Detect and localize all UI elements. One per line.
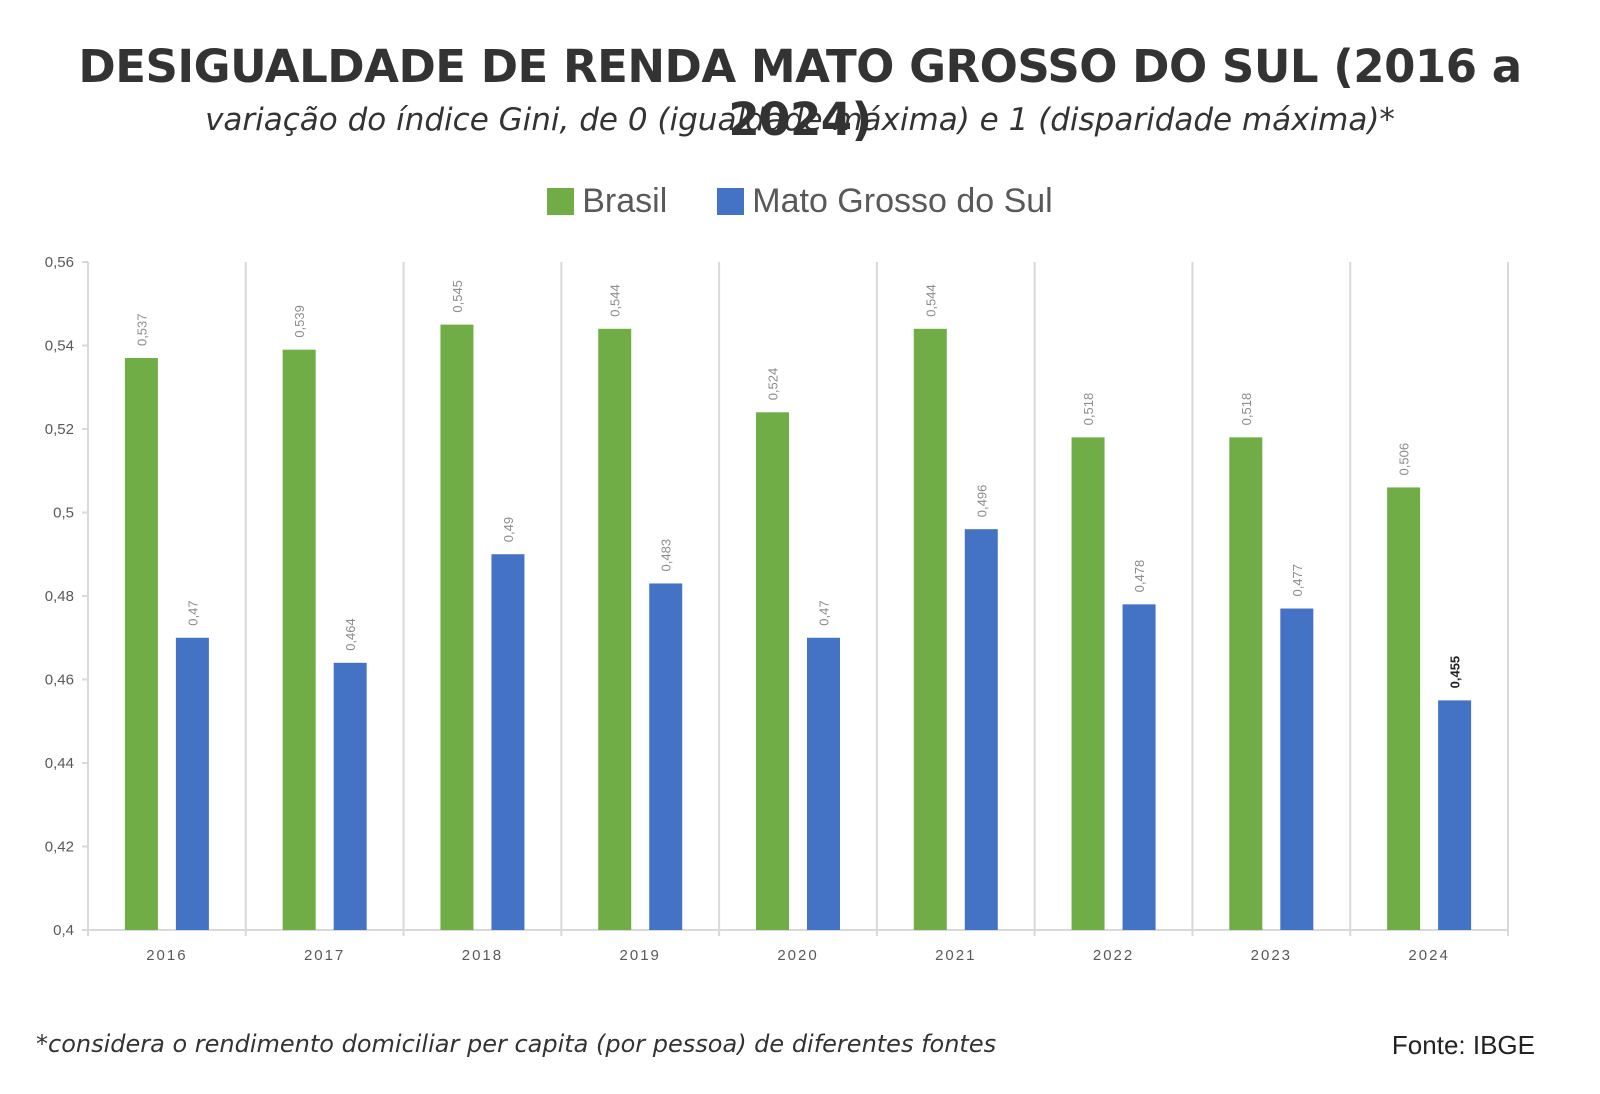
y-tick-label: 0,4 xyxy=(53,922,74,939)
bar-brasil xyxy=(913,328,947,930)
data-label: 0,496 xyxy=(974,485,989,518)
y-tick-label: 0,48 xyxy=(45,588,74,605)
legend-label-ms: Mato Grosso do Sul xyxy=(752,182,1053,220)
data-label: 0,524 xyxy=(766,368,781,401)
data-label: 0,518 xyxy=(1081,393,1096,426)
bar-brasil xyxy=(598,328,632,930)
x-tick-label: 2018 xyxy=(462,947,503,964)
bar-ms xyxy=(649,583,683,930)
legend-swatch-brasil xyxy=(547,188,575,215)
y-tick-label: 0,56 xyxy=(45,254,74,271)
x-tick-label: 2022 xyxy=(1093,947,1134,964)
data-label: 0,544 xyxy=(608,284,623,317)
bar-brasil xyxy=(440,324,474,930)
legend-label-brasil: Brasil xyxy=(582,182,668,220)
chart-title: DESIGUALDADE DE RENDA MATO GROSSO DO SUL… xyxy=(78,40,1522,146)
source-label: Fonte: IBGE xyxy=(1391,1030,1535,1060)
bar-brasil xyxy=(124,358,158,930)
legend-item-ms: Mato Grosso do Sul xyxy=(717,182,1053,221)
bar-ms xyxy=(491,554,525,930)
bar-brasil xyxy=(1387,487,1421,930)
bar-brasil xyxy=(1229,437,1263,930)
bar-ms xyxy=(1122,604,1156,930)
bar-ms xyxy=(333,662,367,930)
bar-ms xyxy=(175,637,209,930)
bar-ms xyxy=(807,637,840,930)
data-label: 0,47 xyxy=(185,600,200,625)
data-label: 0,518 xyxy=(1239,393,1254,426)
y-tick-label: 0,42 xyxy=(45,839,74,856)
bar-ms xyxy=(1280,608,1314,930)
data-label: 0,455 xyxy=(1448,656,1463,689)
x-tick-label: 2021 xyxy=(935,947,976,964)
data-label: 0,49 xyxy=(501,517,516,542)
y-tick-label: 0,52 xyxy=(45,421,74,438)
data-label: 0,477 xyxy=(1290,564,1305,597)
x-tick-label: 2023 xyxy=(1251,947,1292,964)
x-tick-label: 2019 xyxy=(620,947,661,964)
data-label: 0,47 xyxy=(817,600,832,625)
x-tick-label: 2024 xyxy=(1408,947,1449,964)
x-tick-label: 2016 xyxy=(146,947,187,964)
bar-ms xyxy=(1438,700,1472,930)
legend-swatch-ms xyxy=(717,188,745,215)
chart-subtitle: variação do índice Gini, de 0 (igualdade… xyxy=(205,102,1395,138)
y-tick-label: 0,44 xyxy=(45,755,74,772)
data-label: 0,483 xyxy=(659,539,674,572)
x-tick-label: 2020 xyxy=(777,947,818,964)
bar-ms xyxy=(964,529,998,930)
bar-brasil xyxy=(756,412,789,930)
footnote: *considera o rendimento domiciliar per c… xyxy=(36,1030,997,1058)
data-label: 0,464 xyxy=(343,618,358,651)
bar-brasil xyxy=(1071,437,1105,930)
data-label: 0,506 xyxy=(1397,443,1412,476)
legend-item-brasil: Brasil xyxy=(547,182,667,221)
legend: Brasil Mato Grosso do Sul xyxy=(0,182,1600,221)
data-label: 0,539 xyxy=(292,305,307,338)
x-tick-label: 2017 xyxy=(304,947,345,964)
data-label: 0,537 xyxy=(134,313,149,346)
data-label: 0,545 xyxy=(450,280,465,313)
data-label: 0,544 xyxy=(923,284,938,317)
data-label: 0,478 xyxy=(1132,560,1147,593)
y-tick-label: 0,5 xyxy=(53,505,74,522)
y-tick-label: 0,54 xyxy=(45,338,74,355)
y-tick-label: 0,46 xyxy=(45,672,74,689)
bar-brasil xyxy=(282,349,316,930)
